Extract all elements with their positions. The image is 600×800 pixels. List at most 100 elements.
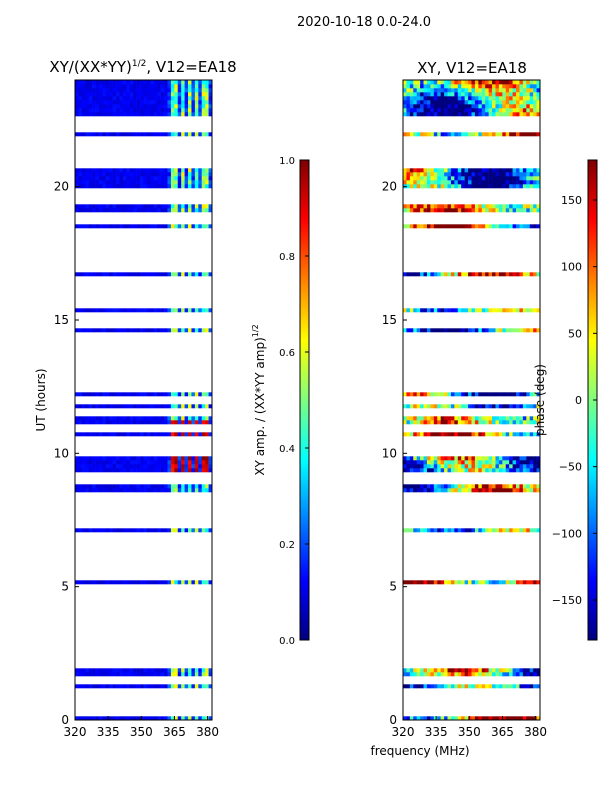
heatmap-cell <box>136 88 141 93</box>
heatmap-cell <box>150 684 155 689</box>
heatmap-cell <box>116 92 120 97</box>
heatmap-cell <box>502 488 507 493</box>
heatmap-cell <box>102 92 107 97</box>
heatmap-cell <box>529 416 534 421</box>
heatmap-cell <box>423 432 428 437</box>
heatmap-cell <box>150 96 155 101</box>
heatmap-cell <box>430 168 435 173</box>
heatmap-cell <box>75 224 79 229</box>
heatmap-cell <box>454 468 459 473</box>
heatmap-cell <box>153 112 158 117</box>
heatmap-cell <box>471 104 476 109</box>
heatmap-cell <box>167 432 172 437</box>
heatmap-cell <box>444 484 448 489</box>
heatmap-cell <box>133 184 137 189</box>
flagged-row <box>75 288 212 293</box>
heatmap-cell <box>485 716 489 721</box>
heatmap-cell <box>495 92 500 97</box>
heatmap-cell <box>208 456 213 461</box>
heatmap-cell <box>170 176 175 181</box>
heatmap-cell <box>188 716 192 721</box>
heatmap-cell <box>126 488 131 493</box>
heatmap-cell <box>468 80 472 85</box>
heatmap-cell <box>122 488 127 493</box>
flagged-row <box>75 480 212 485</box>
heatmap-cell <box>153 420 158 425</box>
heatmap-cell <box>492 404 496 409</box>
heatmap-cell <box>505 716 510 721</box>
heatmap-cell <box>167 92 172 97</box>
heatmap-cell <box>457 100 462 105</box>
heatmap-cell <box>413 96 417 101</box>
heatmap-cell <box>129 668 134 673</box>
heatmap-cell <box>416 184 421 189</box>
heatmap-cell <box>146 308 151 313</box>
heatmap-cell <box>208 488 213 493</box>
heatmap-cell <box>512 180 517 185</box>
heatmap-cell <box>105 308 110 313</box>
y-tick-label: 10 <box>54 446 69 460</box>
heatmap-cell <box>198 88 203 93</box>
heatmap-cell <box>488 100 493 105</box>
heatmap-cell <box>430 420 435 425</box>
heatmap-cell <box>403 100 407 105</box>
heatmap-cell <box>81 100 86 105</box>
flagged-row <box>403 228 540 233</box>
heatmap-cell <box>492 672 496 677</box>
heatmap-cell <box>191 484 196 489</box>
heatmap-cell <box>519 172 524 177</box>
heatmap-cell <box>512 420 517 425</box>
heatmap-cell <box>420 176 424 181</box>
heatmap-cell <box>516 96 520 101</box>
heatmap-cell <box>140 80 144 85</box>
heatmap-cell <box>461 176 465 181</box>
heatmap-cell <box>81 272 86 277</box>
heatmap-cell <box>447 420 452 425</box>
heatmap-cell <box>488 416 493 421</box>
heatmap-cell <box>140 404 144 409</box>
heatmap-cell <box>447 96 452 101</box>
heatmap-cell <box>170 460 175 465</box>
heatmap-cell <box>409 460 414 465</box>
heatmap-cell <box>413 88 417 93</box>
heatmap-cell <box>92 100 96 105</box>
heatmap-cell <box>177 184 182 189</box>
heatmap-cell <box>536 464 541 469</box>
heatmap-cell <box>146 80 151 85</box>
heatmap-cell <box>177 716 182 721</box>
heatmap-cell <box>516 168 520 173</box>
heatmap-cell <box>198 80 203 85</box>
heatmap-cell <box>85 420 89 425</box>
heatmap-cell <box>457 456 462 461</box>
heatmap-cell <box>488 104 493 109</box>
heatmap-cell <box>502 172 507 177</box>
heatmap-cell <box>430 176 435 181</box>
heatmap-cell <box>533 208 537 213</box>
heatmap-cell <box>191 208 196 213</box>
heatmap-cell <box>109 84 113 89</box>
heatmap-cell <box>485 432 489 437</box>
heatmap-cell <box>529 464 534 469</box>
heatmap-cell <box>464 468 469 473</box>
heatmap-cell <box>440 684 445 689</box>
heatmap-cell <box>140 456 144 461</box>
heatmap-cell <box>420 104 424 109</box>
heatmap-cell <box>85 180 89 185</box>
heatmap-cell <box>416 464 421 469</box>
heatmap-cell <box>143 416 148 421</box>
heatmap-cell <box>457 272 462 277</box>
heatmap-cell <box>485 328 489 333</box>
heatmap-cell <box>461 80 465 85</box>
heatmap-cell <box>447 88 452 93</box>
heatmap-cell <box>164 580 168 585</box>
heatmap-cell <box>502 528 507 533</box>
heatmap-cell <box>188 392 192 397</box>
heatmap-cell <box>95 488 100 493</box>
heatmap-cell <box>492 88 496 93</box>
heatmap-cell <box>109 92 113 97</box>
heatmap-cell <box>468 96 472 101</box>
flagged-row <box>403 192 540 197</box>
heatmap-cell <box>536 488 541 493</box>
heatmap-cell <box>502 392 507 397</box>
